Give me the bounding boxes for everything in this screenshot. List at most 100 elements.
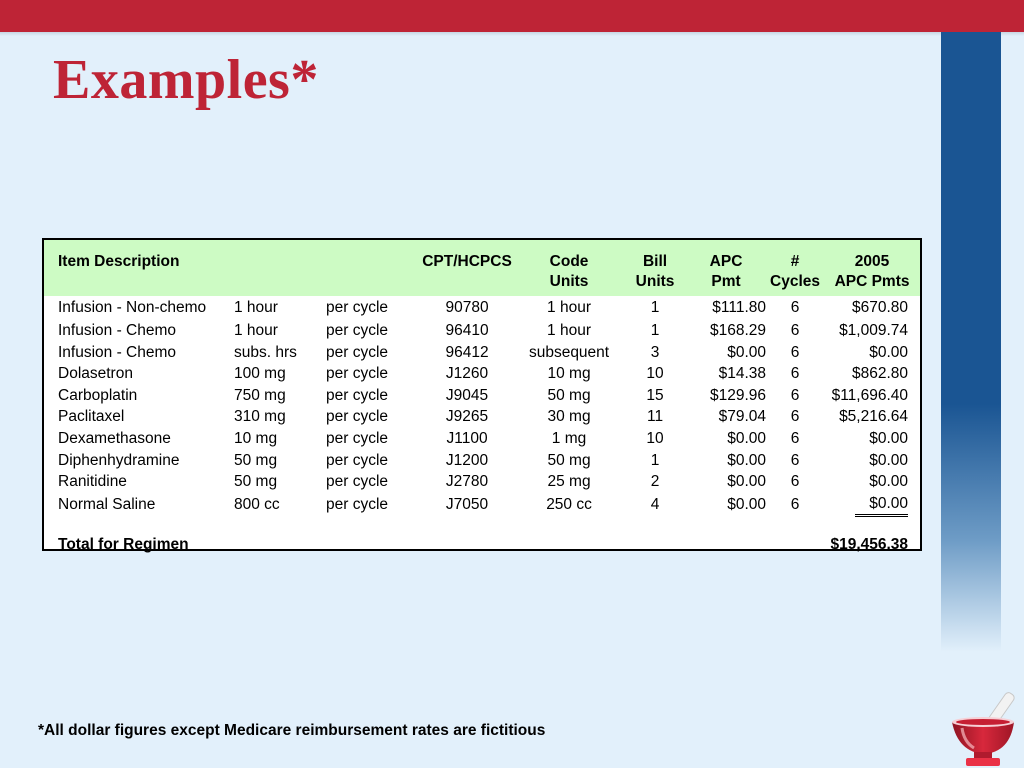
cell-item: Dexamethasone [58, 429, 171, 447]
table-body: Infusion - Non-chemo 1 hour per cycle 90780… [44, 296, 920, 556]
cell-apc-pmt: $0.00 [727, 473, 767, 491]
cell-frequency: per cycle [326, 496, 389, 514]
cell-bill-units: 4 [650, 496, 660, 514]
cell-cpt: 96412 [445, 343, 489, 361]
cell-apc-pmt: $79.04 [718, 408, 767, 426]
cell-dose: 310 mg [234, 408, 286, 426]
cell-code-units: 50 mg [547, 451, 591, 469]
cell-cycles: 6 [790, 386, 800, 404]
cell-frequency: per cycle [326, 429, 389, 447]
table-row: Dexamethasone 10 mg per cycle J1100 1 mg 10 $0… [44, 428, 920, 450]
total-value: $19,456.38 [830, 536, 909, 554]
cell-cycles: 6 [790, 299, 800, 317]
cell-cpt: J1260 [445, 365, 489, 383]
cell-cycles: 6 [790, 408, 800, 426]
cell-cpt: J2780 [445, 473, 489, 491]
cell-total: $0.00 [824, 493, 920, 518]
regimen-table-frame: Item Description CPT/HCPCS Code Units Bil… [42, 238, 922, 553]
top-banner-shadow [0, 32, 1024, 36]
mortar-pestle-icon [952, 692, 1015, 766]
cell-code-units: 10 mg [547, 365, 591, 383]
cell-apc-pmt: $0.00 [727, 496, 767, 514]
cell-apc-pmt: $129.96 [710, 386, 767, 404]
header-cpt-hcpcs: CPT/HCPCS [422, 253, 512, 270]
cell-frequency: per cycle [326, 365, 389, 383]
cell-frequency: per cycle [326, 408, 389, 426]
side-accent-bar [941, 32, 1001, 652]
header-code-units: Code Units [549, 253, 589, 290]
header-item-description: Item Description [58, 253, 180, 270]
cell-frequency: per cycle [326, 451, 389, 469]
top-banner [0, 0, 1024, 32]
cell-bill-units: 1 [650, 451, 660, 469]
cell-apc-pmt: $14.38 [718, 365, 767, 383]
cell-item: Paclitaxel [58, 408, 125, 426]
cell-code-units: subsequent [528, 343, 610, 361]
cell-dose: 100 mg [234, 365, 286, 383]
cell-bill-units: 2 [650, 473, 660, 491]
table-row: Paclitaxel 310 mg per cycle J9265 30 mg 11 $79… [44, 406, 920, 428]
cell-code-units: 25 mg [547, 473, 591, 491]
cell-total: $862.80 [852, 365, 909, 383]
cell-cycles: 6 [790, 496, 800, 514]
cell-total: $5,216.64 [839, 408, 909, 426]
cell-item: Infusion - Non-chemo [58, 299, 207, 317]
table-row: Ranitidine 50 mg per cycle J2780 25 mg 2 $0.00… [44, 471, 920, 493]
cell-frequency: per cycle [326, 473, 389, 491]
cell-code-units: 1 hour [547, 299, 591, 317]
cell-bill-units: 10 [646, 429, 664, 447]
cell-item: Normal Saline [58, 496, 156, 514]
cell-dose: 800 cc [234, 496, 280, 514]
cell-bill-units: 15 [646, 386, 664, 404]
cell-item: Diphenhydramine [58, 451, 180, 469]
cell-apc-pmt: $168.29 [710, 322, 767, 339]
cell-code-units: 1 mg [551, 429, 587, 447]
cell-bill-units: 3 [650, 343, 660, 361]
cell-cpt: J9265 [445, 408, 489, 426]
total-label: Total for Regimen [58, 536, 189, 554]
cell-bill-units: 1 [650, 299, 660, 317]
cell-bill-units: 10 [646, 365, 664, 383]
cell-cycles: 6 [790, 473, 800, 491]
cell-dose: subs. hrs [234, 343, 297, 361]
cell-cpt: J9045 [445, 386, 489, 404]
cell-item: Infusion - Chemo [58, 322, 177, 339]
cell-cycles: 6 [790, 343, 800, 361]
table-row: Infusion - Non-chemo 1 hour per cycle 90780… [44, 296, 920, 320]
cell-cycles: 6 [790, 451, 800, 469]
cell-frequency: per cycle [326, 343, 389, 361]
cell-item: Infusion - Chemo [58, 343, 177, 361]
cell-dose: 50 mg [234, 473, 278, 491]
cell-total: $670.80 [852, 299, 909, 317]
cell-item: Dolasetron [58, 365, 133, 383]
cell-total: $0.00 [869, 429, 909, 447]
cell-frequency: per cycle [326, 322, 389, 339]
cell-cpt: 90780 [445, 299, 489, 317]
cell-cpt: J1100 [446, 429, 488, 447]
total-row: Total for Regimen $19,456.38 [44, 534, 920, 556]
cell-total: $0.00 [869, 473, 909, 491]
total-gap [514, 534, 824, 556]
header-apc-pmts-2005: 2005 APC Pmts [834, 253, 910, 290]
table-row: Normal Saline 800 cc per cycle J7050 250 cc 4… [44, 493, 920, 518]
cell-apc-pmt: $111.80 [712, 299, 767, 317]
cell-apc-pmt: $0.00 [727, 429, 767, 447]
cell-bill-units: 1 [650, 322, 660, 339]
cell-cpt: 96410 [445, 322, 489, 339]
cell-item: Carboplatin [58, 386, 138, 404]
header-bill-units: Bill Units [635, 253, 675, 290]
spacer-cell [44, 517, 920, 534]
cell-dose: 1 hour [234, 299, 278, 317]
cell-dose: 750 mg [234, 386, 286, 404]
cell-total: $0.00 [869, 343, 909, 361]
cell-apc-pmt: $0.00 [727, 451, 767, 469]
regimen-table: Item Description CPT/HCPCS Code Units Bil… [44, 240, 921, 556]
cell-code-units: 1 hour [547, 322, 591, 339]
cell-code-units: 30 mg [547, 408, 591, 426]
cell-cpt: J1200 [445, 451, 489, 469]
table-row: Dolasetron 100 mg per cycle J1260 10 mg 10 $14… [44, 363, 920, 385]
cell-dose: 50 mg [234, 451, 278, 469]
table-row: Carboplatin 750 mg per cycle J9045 50 mg 15 $1… [44, 385, 920, 407]
footnote: *All dollar figures except Medicare reim… [38, 722, 546, 739]
cell-code-units: 50 mg [547, 386, 591, 404]
